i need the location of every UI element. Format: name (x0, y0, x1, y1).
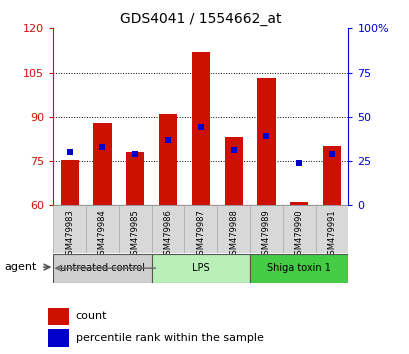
Point (328, 151, 335, 157)
Bar (126, 152, 144, 205)
Bar (93, 123, 111, 205)
Bar (257, 79, 275, 205)
Bar (151, 254, 249, 282)
Bar (159, 114, 177, 205)
Bar (290, 202, 308, 205)
Bar (191, 52, 209, 205)
Bar (315, 205, 348, 253)
Bar (48, 308, 69, 325)
Text: GSM479987: GSM479987 (196, 209, 205, 260)
Text: Shiga toxin 1: Shiga toxin 1 (267, 263, 330, 273)
Point (263, 133, 269, 139)
Text: GSM479990: GSM479990 (294, 209, 303, 260)
Text: GSM479991: GSM479991 (327, 209, 336, 260)
Text: GSM479985: GSM479985 (130, 209, 139, 260)
Text: untreated control: untreated control (60, 263, 145, 273)
Bar (184, 205, 217, 253)
Point (164, 137, 171, 143)
Bar (151, 205, 184, 253)
Point (99, 144, 106, 150)
Bar (224, 137, 242, 205)
Bar (48, 329, 69, 347)
Text: LPS: LPS (192, 263, 209, 273)
Text: GSM479986: GSM479986 (163, 209, 172, 260)
Text: GSM479988: GSM479988 (229, 209, 238, 260)
Text: agent: agent (4, 262, 36, 272)
Point (132, 151, 138, 157)
Text: percentile rank within the sample: percentile rank within the sample (76, 333, 263, 343)
Text: GSM479989: GSM479989 (261, 209, 270, 260)
Bar (249, 205, 282, 253)
Bar (86, 205, 119, 253)
Bar (249, 254, 348, 282)
Bar (53, 254, 151, 282)
Bar (61, 160, 79, 205)
Text: GSM479983: GSM479983 (65, 209, 74, 260)
Point (66, 149, 73, 155)
Bar (53, 205, 86, 253)
Point (295, 160, 302, 166)
Point (230, 148, 236, 153)
Bar (282, 205, 315, 253)
Bar (217, 205, 249, 253)
Bar (119, 205, 151, 253)
Title: GDS4041 / 1554662_at: GDS4041 / 1554662_at (120, 12, 281, 26)
Text: GSM479984: GSM479984 (98, 209, 107, 260)
Bar (322, 146, 340, 205)
Text: count: count (76, 312, 107, 321)
Point (197, 125, 204, 130)
